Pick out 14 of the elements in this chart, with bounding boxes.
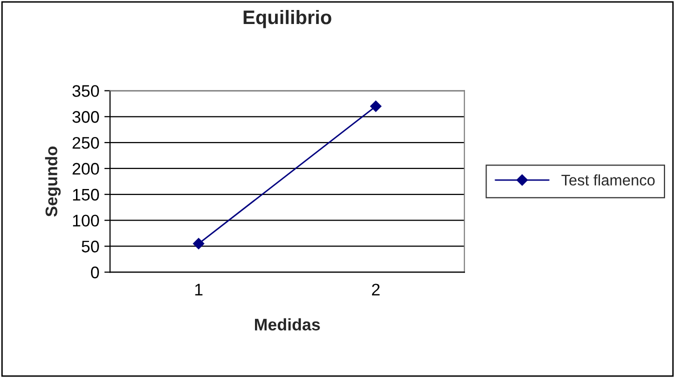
y-tick-label: 100 [73,214,99,227]
x-tick-label: 1 [195,284,202,296]
x-tick-label: 2 [372,284,380,296]
y-axis-title: Segundo [45,146,61,217]
y-tick-label: 350 [72,85,99,97]
y-tick-label: 300 [72,111,99,123]
chart-title: Equilibrio [244,10,332,28]
y-tick-label: 150 [73,188,99,201]
y-tick-label: 0 [90,266,99,278]
x-axis-title: Medidas [254,318,320,330]
y-tick-label: 50 [82,240,99,252]
y-tick-label: 200 [72,162,99,175]
y-tick-label: 250 [72,136,99,149]
legend-label: Test flamenco [561,174,655,186]
